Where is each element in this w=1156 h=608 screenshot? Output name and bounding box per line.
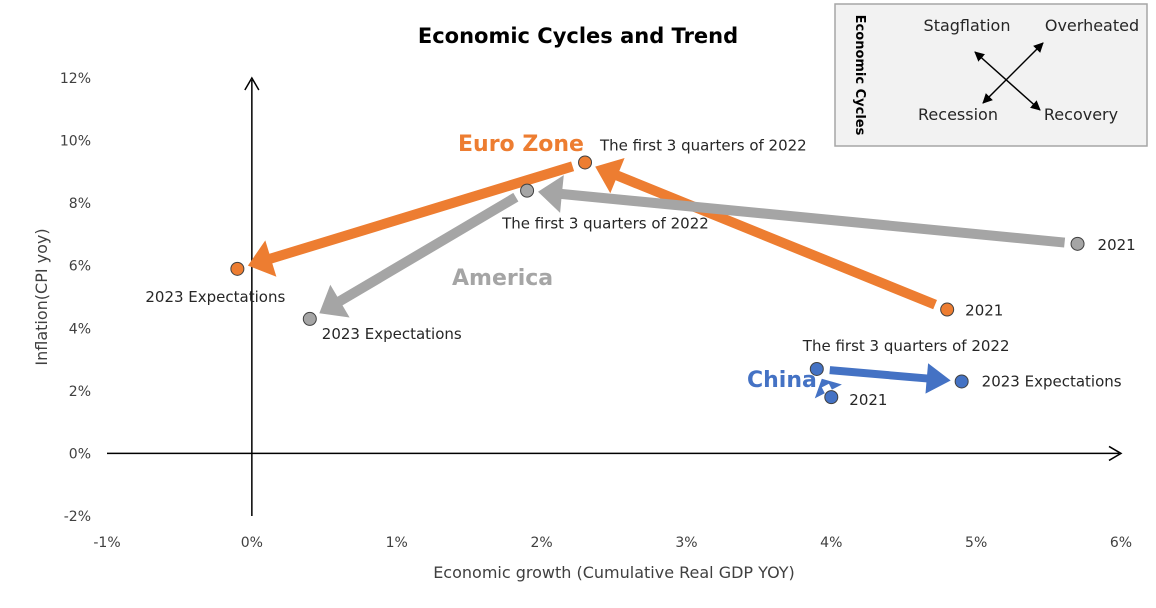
y-axis-title: Inflation(CPI yoy) <box>32 228 51 365</box>
legend-recession: Recession <box>918 105 998 124</box>
euro-zone-series-name: Euro Zone <box>458 132 584 157</box>
x-axis-title: Economic growth (Cumulative Real GDP YOY… <box>433 563 795 582</box>
axes <box>107 76 1123 516</box>
y-tick-label: 2% <box>69 384 91 400</box>
y-tick-label: 8% <box>69 196 91 212</box>
euro-zone-label-the-first-3-quarters-of-2022: The first 3 quarters of 2022 <box>599 136 807 154</box>
euro-zone-point-2023-expectations <box>230 261 245 276</box>
x-tick-label: 4% <box>820 535 842 551</box>
x-tick-label: 6% <box>1110 535 1132 551</box>
y-tick-label: 6% <box>69 259 91 275</box>
x-axis-arrowhead <box>1108 445 1123 462</box>
china-arrow-2 <box>829 363 951 394</box>
america-label-2023-expectations: 2023 Expectations <box>322 325 462 343</box>
euro-zone-label-2021: 2021 <box>965 302 1003 320</box>
y-tick-label: 12% <box>60 71 91 87</box>
y-axis-arrowhead <box>244 76 260 91</box>
y-tick-label: 4% <box>69 321 91 337</box>
china-label-2023-expectations: 2023 Expectations <box>982 372 1122 390</box>
x-tick-label: 5% <box>965 535 987 551</box>
x-tick-label: 2% <box>530 535 552 551</box>
point-labels: 2021 The first 3 quarters of 2022 2023 Exp… <box>145 136 1135 409</box>
china-label-the-first-3-quarters-of-2022: The first 3 quarters of 2022 <box>802 337 1010 355</box>
x-tick-label: 1% <box>386 535 408 551</box>
series-arrows <box>247 158 1066 399</box>
x-tick-label: 0% <box>241 535 263 551</box>
euro-zone-label-2023-expectations: 2023 Expectations <box>145 288 285 306</box>
china-label-2021: 2021 <box>849 391 887 409</box>
legend-title: Economic Cycles <box>852 15 867 136</box>
america-label-the-first-3-quarters-of-2022: The first 3 quarters of 2022 <box>501 215 709 233</box>
america-arrow-1 <box>538 175 1066 248</box>
legend-box: Economic Cycles Stagflation Overheated R… <box>834 3 1148 147</box>
euro-zone-point-2021 <box>940 302 955 317</box>
euro-zone-arrow-1 <box>595 158 937 310</box>
america-label-2021: 2021 <box>1098 236 1136 254</box>
america-point-2021 <box>1070 236 1085 251</box>
x-tick-label: -1% <box>93 535 120 551</box>
chart-title: Economic Cycles and Trend <box>418 24 738 48</box>
legend-recovery: Recovery <box>1044 105 1118 124</box>
y-tick-label: 10% <box>60 134 91 150</box>
euro-zone-point-the-first-3-quarters-of-2022 <box>578 155 593 170</box>
legend-overheated: Overheated <box>1045 16 1139 35</box>
x-tick-labels: -1% 0% 1% 2% 3% 4% 5% 6% <box>93 535 1132 551</box>
legend-stagflation: Stagflation <box>924 16 1011 35</box>
china-arrow-1 <box>814 378 842 399</box>
china-series-name: China <box>747 368 817 393</box>
y-tick-label: -2% <box>64 509 91 525</box>
legend-diagonal-arrow-2 <box>974 51 1041 111</box>
america-point-the-first-3-quarters-of-2022 <box>520 183 535 198</box>
euro-zone-arrow-2 <box>247 161 575 277</box>
y-tick-label: 0% <box>69 446 91 462</box>
america-series-name: America <box>452 266 553 291</box>
series-points <box>230 155 1085 405</box>
y-tick-labels: -2% 0% 2% 4% 6% 8% 10% 12% <box>60 71 91 525</box>
china-point-the-first-3-quarters-of-2022 <box>809 361 824 376</box>
series-names: Euro Zone America China <box>452 132 817 393</box>
china-point-2021 <box>824 390 839 405</box>
x-tick-label: 3% <box>675 535 697 551</box>
china-point-2023-expectations <box>954 374 969 389</box>
america-arrow-2 <box>319 192 519 318</box>
america-point-2023-expectations <box>302 311 317 326</box>
